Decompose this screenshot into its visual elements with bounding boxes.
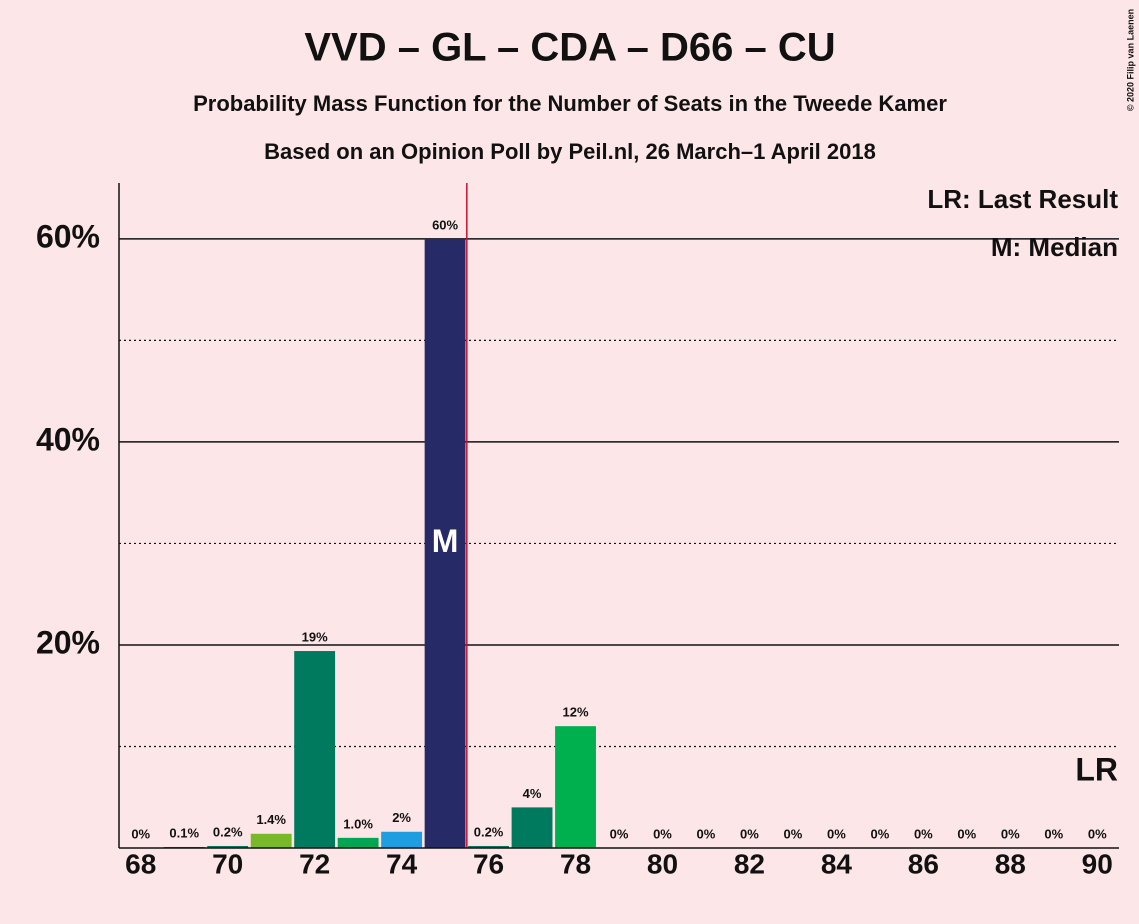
chart-caption: Based on an Opinion Poll by Peil.nl, 26 … — [264, 139, 876, 164]
value-label: 0% — [957, 826, 976, 841]
bar — [468, 845, 509, 848]
bar — [337, 837, 379, 848]
value-label: 0% — [1044, 826, 1063, 841]
legend-entry: M: Median — [991, 232, 1118, 262]
value-label: 1.0% — [343, 816, 373, 831]
legend-entry: LR: Last Result — [927, 184, 1118, 214]
value-label: 0% — [827, 826, 846, 841]
x-tick-label: 90 — [1082, 848, 1113, 879]
value-label: 0% — [740, 826, 759, 841]
copyright: © 2020 Filip van Laenen — [1125, 9, 1135, 111]
bar — [424, 238, 466, 848]
chart-title: VVD – GL – CDA – D66 – CU — [304, 26, 835, 70]
chart-subtitle: Probability Mass Function for the Number… — [193, 91, 947, 116]
x-tick-label: 74 — [386, 848, 418, 879]
value-label: 0.2% — [213, 824, 243, 839]
value-label: 0% — [870, 826, 889, 841]
x-tick-label: 76 — [473, 848, 504, 879]
value-label: 0% — [131, 826, 150, 841]
x-tick-label: 86 — [908, 848, 939, 879]
value-label: 19% — [302, 629, 328, 644]
x-tick-label: 70 — [212, 848, 243, 879]
value-label: 4% — [523, 786, 542, 801]
value-label: 0% — [610, 826, 629, 841]
value-label: 2% — [392, 810, 411, 825]
value-label: 0% — [1088, 826, 1107, 841]
value-label: 12% — [563, 705, 589, 720]
x-tick-label: 68 — [125, 848, 156, 879]
y-tick-label: 40% — [36, 421, 100, 457]
value-label: 0.2% — [474, 824, 504, 839]
x-tick-label: 88 — [995, 848, 1026, 879]
value-label: 0% — [1001, 826, 1020, 841]
y-tick-label: 60% — [36, 218, 100, 254]
bar — [250, 833, 292, 848]
y-tick-label: 20% — [36, 624, 100, 660]
x-tick-label: 72 — [299, 848, 330, 879]
bar — [511, 807, 553, 848]
x-tick-label: 82 — [734, 848, 765, 879]
value-label: 0% — [653, 826, 672, 841]
value-label: 0.1% — [169, 825, 199, 840]
bar — [555, 726, 596, 848]
last-result-marker: LR — [1075, 751, 1118, 787]
bar — [207, 845, 249, 848]
value-label: 0% — [914, 826, 933, 841]
bar — [294, 651, 336, 848]
value-label: 60% — [432, 217, 458, 232]
bar — [381, 831, 423, 848]
x-tick-label: 84 — [821, 848, 853, 879]
value-label: 0% — [784, 826, 803, 841]
value-label: 1.4% — [256, 812, 286, 827]
x-tick-label: 78 — [560, 848, 591, 879]
value-label: 0% — [697, 826, 716, 841]
x-tick-label: 80 — [647, 848, 678, 879]
median-marker: M — [432, 523, 459, 559]
